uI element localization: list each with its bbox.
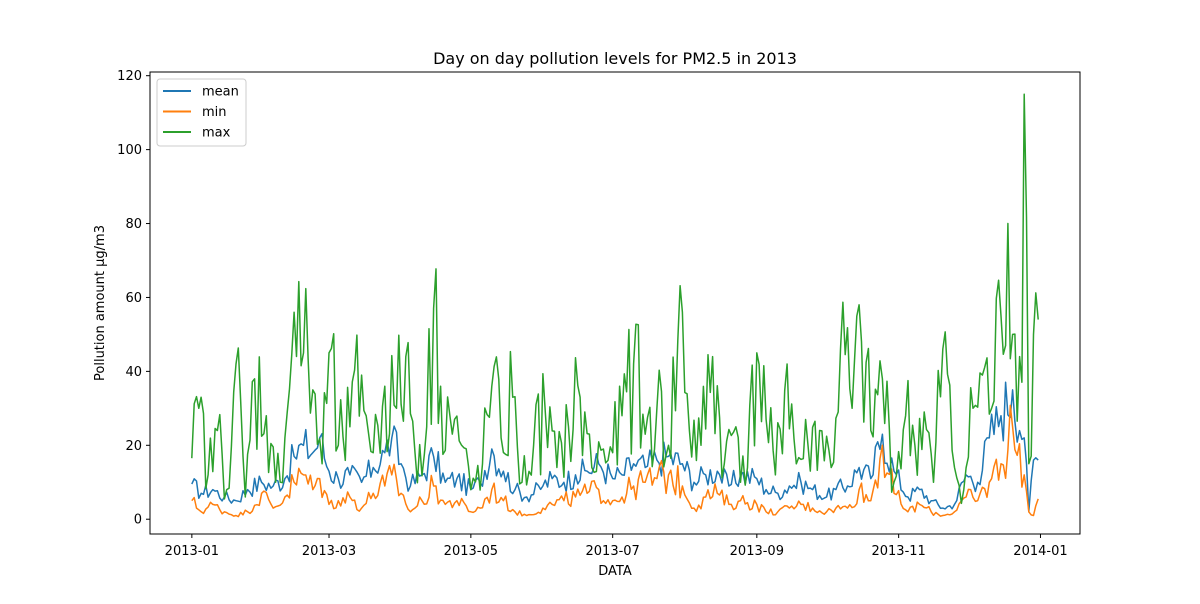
x-axis-label: DATA xyxy=(598,564,632,579)
chart-title: Day on day pollution levels for PM2.5 in… xyxy=(433,49,797,68)
legend-label-max: max xyxy=(202,126,231,141)
y-tick-label: 80 xyxy=(125,217,142,232)
x-axis: 2013-01 2013-03 2013-05 2013-07 2013-09 2013-… xyxy=(165,534,1068,559)
legend: mean min max xyxy=(156,78,247,147)
y-tick-label: 120 xyxy=(117,69,142,84)
series-line-min xyxy=(191,404,1039,518)
y-tick-label: 40 xyxy=(125,365,142,380)
legend-box xyxy=(156,78,247,147)
y-tick-label: 20 xyxy=(125,439,142,454)
x-tick-label: 2013-03 xyxy=(302,544,356,559)
y-tick-label: 0 xyxy=(134,513,142,528)
y-axis: 0 20 40 60 80 100 120 xyxy=(117,69,150,528)
x-tick-label: 2013-01 xyxy=(165,544,219,559)
x-tick-label: 2013-07 xyxy=(586,544,640,559)
x-tick-label: 2013-11 xyxy=(871,544,925,559)
series-layer xyxy=(191,93,1039,518)
y-tick-label: 60 xyxy=(125,291,142,306)
legend-label-mean: mean xyxy=(202,85,239,100)
y-tick-label: 100 xyxy=(117,143,142,158)
x-tick-label: 2014-01 xyxy=(1013,544,1067,559)
series-line-max xyxy=(191,93,1039,505)
y-axis-label: Pollution amount µg/m3 xyxy=(93,225,108,381)
plot-frame xyxy=(149,71,1081,535)
legend-label-min: min xyxy=(202,105,227,120)
x-tick-label: 2013-05 xyxy=(444,544,498,559)
x-tick-label: 2013-09 xyxy=(730,544,784,559)
